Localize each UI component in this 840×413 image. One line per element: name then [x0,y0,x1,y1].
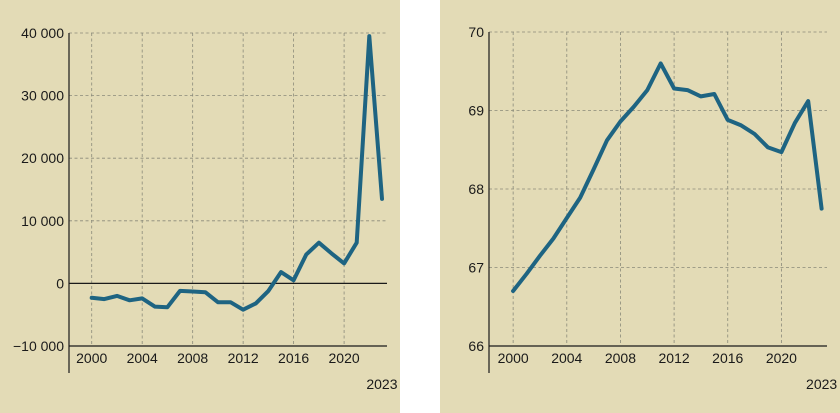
data-point [592,167,596,171]
data-point [140,296,144,300]
data-point [739,123,743,127]
data-point [525,272,529,276]
x-tick-label: 2016 [712,350,743,366]
x-tick-label: 2012 [228,350,259,366]
data-point [304,253,308,257]
data-point [793,121,797,125]
chart-panel-right: 66 67 68 69 70 2000 2004 2008 2012 2016 2020 2023 [440,0,840,413]
y-tick-label: 67 [468,260,484,276]
x-tick-label: 2020 [766,350,797,366]
series-line [89,34,384,312]
data-point [753,132,757,136]
x-end-year-label: 2023 [806,376,837,392]
data-point [355,241,359,245]
data-point [266,289,270,293]
data-point [645,88,649,92]
series-line [511,61,824,293]
data-point [578,196,582,200]
data-point [178,289,182,293]
data-point [380,197,384,201]
data-point [279,270,283,274]
y-tick-label: 68 [468,181,484,197]
y-tick-label: 30 000 [21,88,64,104]
y-tick-label: −10 000 [13,338,64,354]
y-tick-label: 10 000 [21,213,64,229]
data-point [806,99,810,103]
data-point [779,150,783,154]
data-point [820,207,824,211]
data-point [672,87,676,91]
data-point [115,294,119,298]
data-point [241,308,245,312]
line-chart-left: −10 000 0 10 000 20 000 30 000 40 000 2000 2004… [13,25,398,392]
data-point [565,216,569,220]
y-tick-label: 69 [468,103,484,119]
data-point [317,241,321,245]
data-point [191,290,195,294]
data-point [90,296,94,300]
data-point [766,145,770,149]
x-tick-label: 2020 [329,350,360,366]
data-point [216,300,220,304]
data-point [102,297,106,301]
data-point [551,236,555,240]
data-point [128,298,132,302]
data-point [511,289,515,293]
data-point [618,119,622,123]
data-point [292,278,296,282]
x-tick-label: 2012 [659,350,690,366]
x-tick-label: 2000 [498,350,529,366]
data-point [726,118,730,122]
x-end-year-label: 2023 [366,376,397,392]
data-point [659,61,663,65]
x-tick-label: 2008 [177,350,208,366]
y-tick-label: 70 [468,24,484,40]
data-point [605,138,609,142]
line-chart-right: 66 67 68 69 70 2000 2004 2008 2012 2016 2020 2023 [468,24,837,392]
y-tick-label: 66 [468,338,484,354]
x-tick-label: 2016 [278,350,309,366]
y-tick-label: 40 000 [21,25,64,41]
data-point [165,305,169,309]
data-point [203,290,207,294]
x-tick-label: 2008 [605,350,636,366]
data-point [686,88,690,92]
chart-panel-left: −10 000 0 10 000 20 000 30 000 40 000 2000 2004… [0,0,400,413]
y-tick-label: 0 [56,275,64,291]
data-point [632,105,636,109]
x-tick-label: 2004 [127,350,158,366]
data-point [699,94,703,98]
data-point [712,92,716,96]
x-tick-label: 2004 [551,350,582,366]
data-point [329,251,333,255]
x-tick-label: 2000 [76,350,107,366]
data-point [538,254,542,258]
data-point [229,300,233,304]
data-point [367,34,371,38]
data-point [342,261,346,265]
data-point [153,305,157,309]
y-tick-label: 20 000 [21,150,64,166]
data-point [254,301,258,305]
